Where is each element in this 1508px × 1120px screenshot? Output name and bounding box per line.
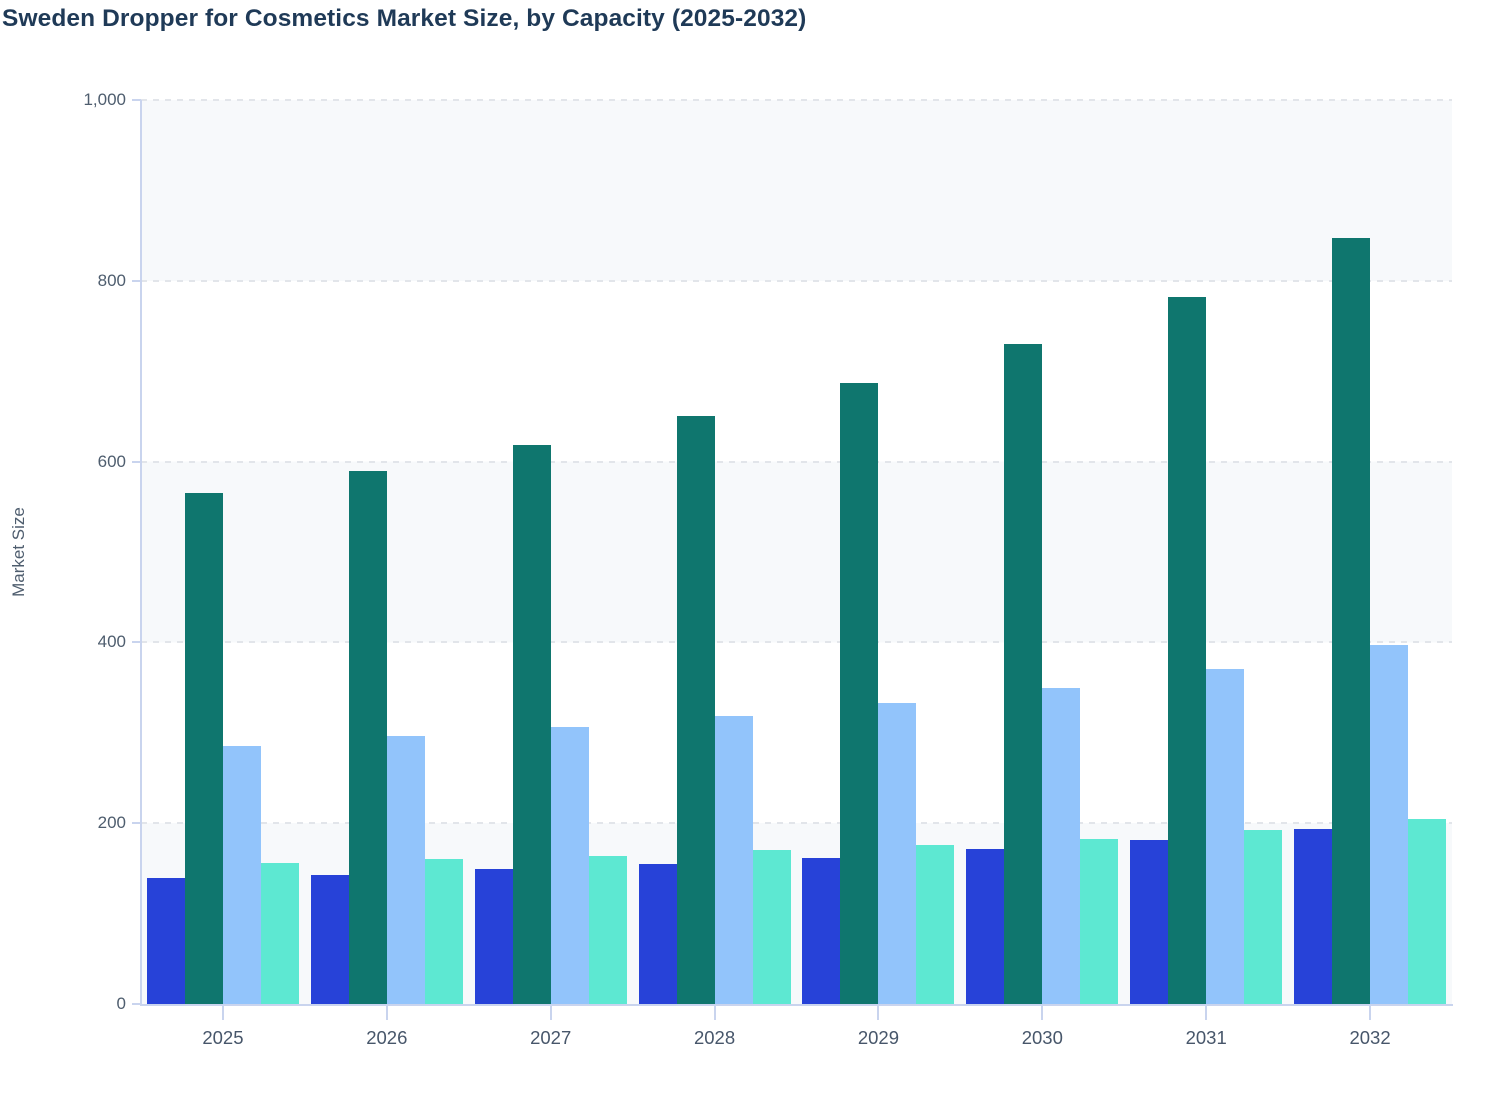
bar-series-3-2025[interactable]	[222, 745, 261, 1004]
gridline	[141, 460, 1452, 463]
gridline	[141, 279, 1452, 282]
x-tick-mark	[877, 1005, 880, 1020]
bar-series-3-2029[interactable]	[878, 703, 917, 1004]
x-tick-label: 2030	[1021, 1027, 1063, 1048]
bar-series-1-2027[interactable]	[474, 869, 513, 1004]
bar-series-4-2029[interactable]	[916, 844, 955, 1004]
x-tick-mark	[1041, 1005, 1044, 1020]
bar-series-4-2032[interactable]	[1408, 818, 1447, 1004]
y-tick-mark	[132, 641, 141, 644]
y-tick-label: 200	[97, 813, 126, 833]
y-axis-line	[140, 100, 142, 1006]
bar-series-3-2032[interactable]	[1370, 645, 1409, 1004]
y-tick-mark	[132, 822, 141, 825]
bar-series-4-2030[interactable]	[1080, 838, 1119, 1004]
bar-series-3-2026[interactable]	[386, 736, 425, 1004]
y-tick-mark	[132, 279, 141, 282]
bar-series-4-2026[interactable]	[424, 859, 463, 1004]
bar-series-4-2031[interactable]	[1244, 829, 1283, 1004]
y-axis-title: Market Size	[9, 507, 28, 597]
x-tick-mark	[1369, 1005, 1372, 1020]
bar-series-1-2032[interactable]	[1294, 828, 1333, 1004]
bar-series-2-2031[interactable]	[1168, 297, 1207, 1004]
gridline	[141, 641, 1452, 644]
x-tick-mark	[713, 1005, 716, 1020]
bar-series-2-2030[interactable]	[1004, 344, 1043, 1004]
y-tick-label: 0	[116, 994, 126, 1013]
bar-series-1-2026[interactable]	[310, 874, 349, 1004]
x-tick-label: 2028	[693, 1027, 736, 1048]
y-tick-label: 800	[97, 270, 126, 290]
bar-series-1-2025[interactable]	[146, 878, 185, 1004]
x-axis-line	[140, 1004, 1453, 1006]
x-tick-label: 2029	[857, 1027, 900, 1048]
bar-series-2-2029[interactable]	[840, 383, 879, 1004]
bar-series-3-2030[interactable]	[1042, 687, 1081, 1004]
gridline	[141, 822, 1452, 825]
bar-series-4-2025[interactable]	[260, 863, 299, 1004]
x-tick-mark	[1205, 1005, 1208, 1020]
bar-series-2-2032[interactable]	[1332, 238, 1371, 1004]
x-tick-mark	[385, 1005, 388, 1020]
bar-series-2-2027[interactable]	[512, 445, 551, 1004]
chart-title: Sweden Dropper for Cosmetics Market Size…	[2, 5, 807, 32]
bar-series-1-2030[interactable]	[966, 849, 1005, 1004]
y-tick-label: 1,000	[83, 90, 126, 109]
bar-series-1-2029[interactable]	[802, 857, 841, 1004]
y-tick-mark	[132, 1003, 141, 1005]
bar-series-1-2031[interactable]	[1130, 840, 1169, 1004]
plot-area	[141, 99, 1452, 1004]
x-tick-label: 2026	[366, 1027, 408, 1048]
bar-series-2-2028[interactable]	[676, 416, 715, 1004]
x-tick-mark	[549, 1005, 552, 1020]
bar-series-2-2025[interactable]	[184, 493, 223, 1004]
x-tick-label: 2032	[1349, 1027, 1391, 1048]
y-tick-mark	[132, 460, 141, 463]
y-tick-mark	[132, 99, 141, 101]
x-tick-label: 2027	[530, 1027, 572, 1048]
bar-series-3-2031[interactable]	[1206, 668, 1245, 1004]
gridline	[141, 99, 1452, 101]
y-tick-label: 600	[97, 451, 126, 471]
x-tick-mark	[221, 1005, 224, 1020]
y-tick-label: 400	[97, 632, 126, 652]
bar-series-3-2027[interactable]	[550, 726, 589, 1004]
bar-series-1-2028[interactable]	[638, 863, 677, 1004]
bar-series-2-2026[interactable]	[348, 470, 387, 1004]
bar-series-4-2028[interactable]	[752, 850, 791, 1004]
x-tick-label: 2025	[202, 1027, 244, 1048]
x-tick-label: 2031	[1185, 1027, 1227, 1048]
bar-series-3-2028[interactable]	[714, 715, 753, 1004]
bar-series-4-2027[interactable]	[588, 855, 627, 1004]
